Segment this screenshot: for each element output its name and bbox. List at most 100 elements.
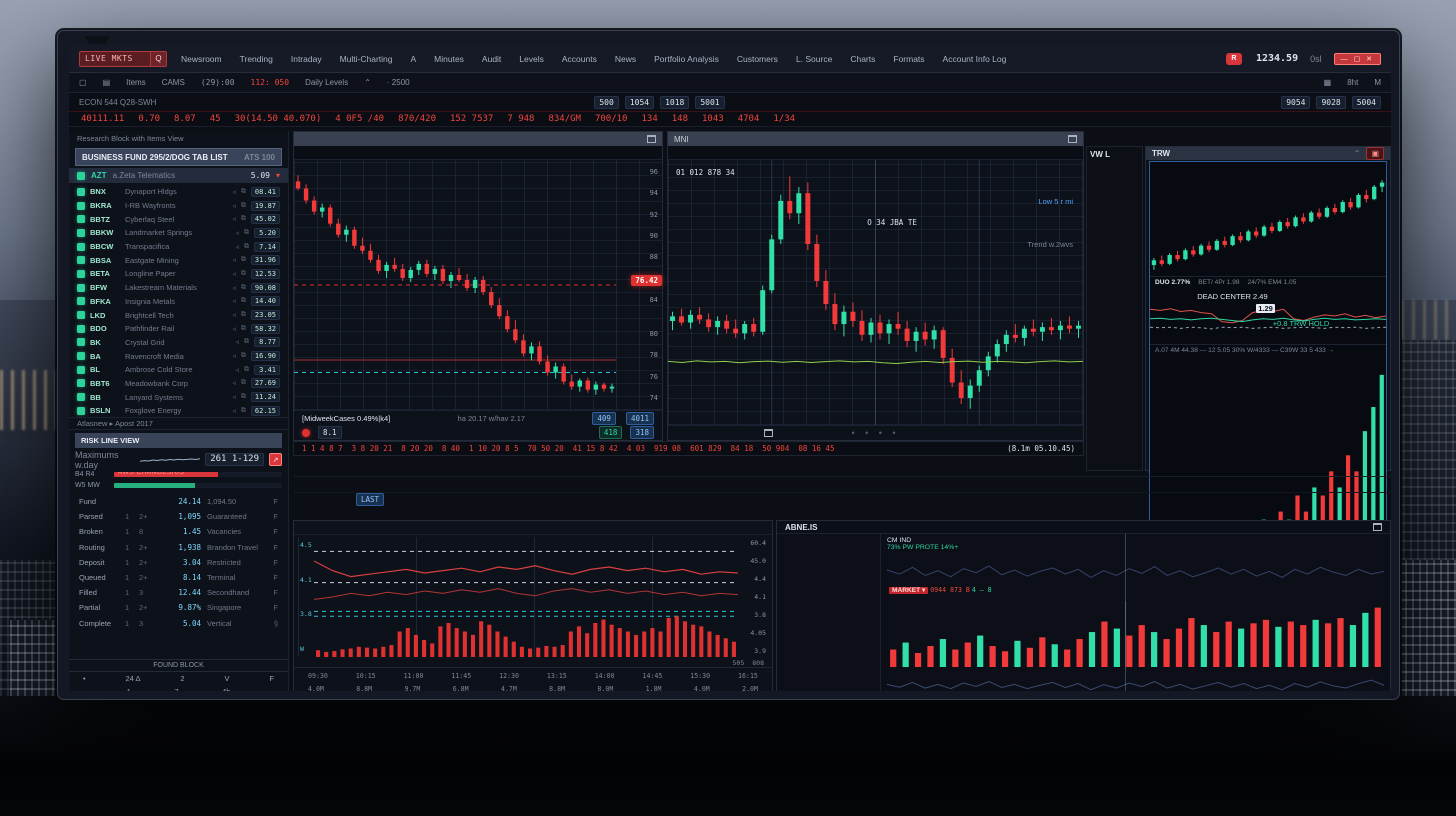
copy-icon[interactable]: ⧉ — [240, 311, 246, 319]
record-badge[interactable]: R — [1225, 52, 1242, 65]
rp-candle-chart[interactable] — [1150, 174, 1386, 276]
menu-item[interactable]: Intraday — [290, 53, 322, 64]
order-row[interactable]: Fund 24.14 1,094.50 F — [69, 494, 288, 509]
chevron-up-icon[interactable]: ⌃ — [364, 78, 371, 87]
copy-icon[interactable]: ⧉ — [240, 187, 246, 195]
watchlist-row[interactable]: BETA Longline Paper ◃ ⧉ 12.53 — [69, 267, 288, 281]
copy-icon[interactable]: ⧉ — [240, 269, 246, 277]
record-dot-icon[interactable] — [302, 428, 310, 437]
qty-chip-1[interactable]: 418 — [598, 426, 623, 439]
order-row[interactable]: Filled 1 3 12.44 Secondhand F — [69, 585, 288, 600]
collapse-icon[interactable]: ⌃ — [1353, 149, 1361, 158]
toolbar-m[interactable]: M — [1374, 78, 1381, 87]
window-icon[interactable] — [1068, 135, 1077, 143]
window-icon[interactable] — [1373, 523, 1382, 531]
footer-col[interactable]: F — [269, 674, 274, 683]
market-tag[interactable]: MARKET ▾ — [889, 587, 929, 594]
watchlist-row[interactable]: LKD Brightcell Tech ◃ ⧉ 23.05 — [69, 308, 288, 322]
toolbar-cams[interactable]: CAMS — [161, 78, 185, 87]
watchlist-row[interactable]: BKRA I-RB Wayfronts ◃ ⧉ 19.87 — [69, 199, 288, 213]
order-row[interactable]: Queued 1 2+ 8.14 Terminal F — [69, 570, 288, 585]
watchlist-row[interactable]: BA Ravencroft Media ◃ ⧉ 16.90 — [69, 349, 288, 363]
speaker-icon[interactable]: ◃ — [232, 407, 236, 415]
order-row[interactable]: Partial 1 2+ 9.87% Singapore F — [69, 600, 288, 615]
watchlist-row[interactable]: BDO Pathfinder Rail ◃ ⧉ 58.32 — [69, 322, 288, 336]
copy-icon[interactable]: ⧉ — [240, 379, 246, 387]
toolbar-period[interactable]: Daily Levels — [305, 78, 349, 87]
copy-icon[interactable]: ⧉ — [244, 365, 249, 373]
menu-item[interactable]: Levels — [519, 53, 544, 64]
alert-icon[interactable]: ▣ — [1366, 147, 1384, 160]
watchlist-row[interactable]: BL Ambrose Cold Store ◃ ⧉ 3.41 — [69, 363, 288, 377]
footer-col[interactable]: • — [83, 674, 86, 683]
order-row[interactable]: Deposit 1 2+ 3.04 Restricted F — [69, 555, 288, 570]
speaker-icon[interactable]: ◃ — [232, 270, 236, 278]
menu-item[interactable]: Customers — [736, 53, 778, 64]
copy-icon[interactable]: ⧉ — [240, 324, 246, 332]
pagination-dots[interactable]: • • • • — [851, 428, 900, 438]
br-chart[interactable]: CM IND 73% PW PROTE 14%+ MARKET ▾ 0944 8… — [881, 534, 1390, 691]
copy-icon[interactable]: ⧉ — [244, 242, 249, 250]
window-icon[interactable] — [647, 135, 656, 143]
risk-subheader[interactable]: RISK LINE VIEW — [75, 433, 282, 448]
mini-chip[interactable]: 8.1 — [318, 426, 342, 439]
right-panel-header[interactable]: TRW ⌃ ▣ — [1146, 147, 1390, 160]
rp-line-chart-wrap[interactable]: 1.29 DEAD CENTER 2.49 +0.8 TRW HOLD — [1150, 288, 1386, 344]
chart1-plot[interactable]: 9694929088868480787674 76.42 — [294, 160, 662, 410]
menu-item[interactable]: Formats — [893, 53, 925, 64]
watchlist-row[interactable]: BBTZ Cyberlaq Steel ◃ ⧉ 45.02 — [69, 212, 288, 226]
watchlist-row[interactable]: BK Crystal Grid ◃ ⧉ 8.77 — [69, 336, 288, 350]
search-icon[interactable]: Q — [150, 51, 166, 66]
watchlist-selected-row[interactable]: AZT a.Zeta Telematics 5.09 ▾ — [69, 168, 288, 183]
speaker-icon[interactable]: ◃ — [232, 325, 236, 333]
qty-chip-2[interactable]: 318 — [630, 426, 654, 439]
chevron-down-icon[interactable]: ▾ — [275, 171, 280, 180]
index-chip[interactable]: 9028 — [1316, 95, 1346, 109]
copy-icon[interactable]: ⧉ — [244, 228, 249, 236]
index-chip[interactable]: 500 — [594, 95, 619, 109]
speaker-icon[interactable]: ◃ — [232, 188, 236, 196]
watchlist-row[interactable]: BBKW Landmarket Springs ◃ ⧉ 5.20 — [69, 226, 288, 240]
watchlist-row[interactable]: BFW Lakestream Materials ◃ ⧉ 90.08 — [69, 281, 288, 295]
grid-icon[interactable]: ▦ — [1323, 78, 1332, 87]
calendar-icon[interactable]: ▤ — [102, 78, 111, 87]
speaker-icon[interactable]: ◃ — [235, 243, 239, 251]
index-chip[interactable]: 1018 — [660, 95, 690, 109]
index-chip[interactable]: 9054 — [1281, 95, 1311, 109]
chart2-plot[interactable]: 01 012 878 34 O 34 JBA TE Low 5 r mi Tre… — [668, 160, 1083, 425]
speaker-icon[interactable]: ◃ — [235, 339, 239, 347]
copy-icon[interactable]: ⧉ — [240, 406, 246, 414]
sidebar-search[interactable]: BUSINESS FUND 295/2/DOG TAB LIST ATS 100 — [75, 148, 282, 166]
watchlist-row[interactable]: BBSA Eastgate Mining ◃ ⧉ 31.96 — [69, 253, 288, 267]
window-controls-button[interactable]: — ▢ ✕ — [1333, 52, 1381, 65]
speaker-icon[interactable]: ◃ — [232, 394, 236, 402]
chart2-titlebar[interactable]: MNI — [668, 132, 1083, 146]
speaker-icon[interactable]: ◃ — [232, 353, 236, 361]
speaker-icon[interactable]: ◃ — [232, 298, 236, 306]
sidebar-search-value[interactable]: BUSINESS FUND 295/2/DOG TAB LIST — [82, 152, 228, 162]
footer-col[interactable]: 2 — [180, 674, 185, 683]
menu-item[interactable]: Account Info Log — [942, 53, 1007, 64]
menu-item[interactable]: Accounts — [561, 53, 597, 64]
chart1-titlebar[interactable] — [294, 132, 662, 146]
speaker-icon[interactable]: ◃ — [232, 380, 236, 388]
br-header[interactable]: ABNE.IS — [777, 521, 1390, 534]
order-row[interactable]: Parsed 1 2+ 1,095 Guaranteed F — [69, 509, 288, 524]
watchlist-row[interactable]: BBT6 Meadowbank Corp ◃ ⧉ 27.69 — [69, 377, 288, 391]
risk-action-button[interactable]: ↗ — [269, 453, 282, 466]
footer-col[interactable]: V — [224, 674, 230, 683]
window-icon[interactable] — [764, 429, 773, 437]
menu-item[interactable]: Trending — [239, 53, 273, 64]
copy-icon[interactable]: ⧉ — [240, 283, 246, 291]
index-chip[interactable]: 5004 — [1351, 95, 1381, 109]
menu-item[interactable]: Minutes — [434, 53, 464, 64]
menu-item[interactable]: Portfolio Analysis — [654, 53, 719, 64]
speaker-icon[interactable]: ◃ — [232, 257, 236, 265]
copy-icon[interactable]: ⧉ — [244, 338, 249, 346]
speaker-icon[interactable]: ◃ — [235, 366, 239, 374]
enter-button[interactable]: 4011 — [625, 411, 654, 425]
speaker-icon[interactable]: ◃ — [232, 284, 236, 292]
copy-icon[interactable]: ⧉ — [240, 256, 246, 264]
menu-item[interactable]: News — [614, 53, 637, 64]
menu-item[interactable]: L. Source — [795, 53, 833, 64]
